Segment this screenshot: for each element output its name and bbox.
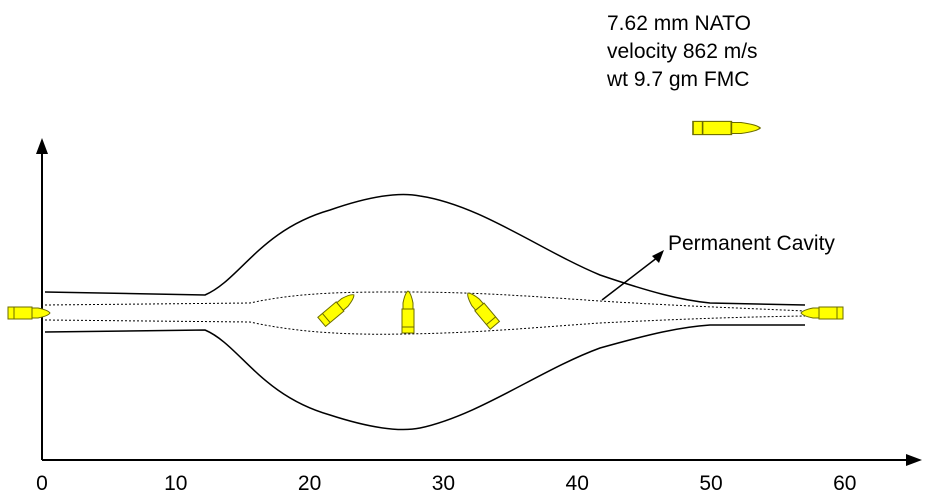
caption-line: velocity 862 m/s — [607, 40, 758, 63]
bullet-icon — [462, 288, 500, 330]
caption-line: 7.62 mm NATO — [607, 12, 751, 35]
x-tick-label: 50 — [699, 472, 722, 495]
caption-line: wt 9.7 gm FMC — [606, 68, 749, 91]
x-tick-label: 10 — [164, 472, 187, 495]
bullet-icon — [317, 289, 359, 327]
annotation-arrow — [601, 256, 659, 301]
bullet-icon — [692, 120, 762, 136]
x-tick-label: 0 — [36, 472, 48, 495]
bullet-icon — [401, 290, 415, 334]
annotation: Permanent Cavity — [668, 232, 835, 255]
permanent-cavity-top — [44, 291, 806, 312]
permanent-cavity-bottom — [44, 315, 806, 335]
x-tick-label: 20 — [298, 472, 321, 495]
temporary-cavity-bottom — [44, 324, 805, 431]
annotation-arrowhead — [652, 250, 664, 263]
x-ticks: 0 10 20 30 40 50 60 — [36, 472, 856, 495]
x-tick-label: 30 — [432, 472, 455, 495]
x-tick-label: 60 — [833, 472, 856, 495]
x-arrow — [906, 454, 922, 466]
y-arrow — [36, 138, 48, 154]
temporary-cavity-top — [44, 193, 806, 306]
bullet-icon — [800, 306, 844, 320]
x-tick-label: 40 — [566, 472, 589, 495]
bullet-icon — [7, 306, 51, 320]
